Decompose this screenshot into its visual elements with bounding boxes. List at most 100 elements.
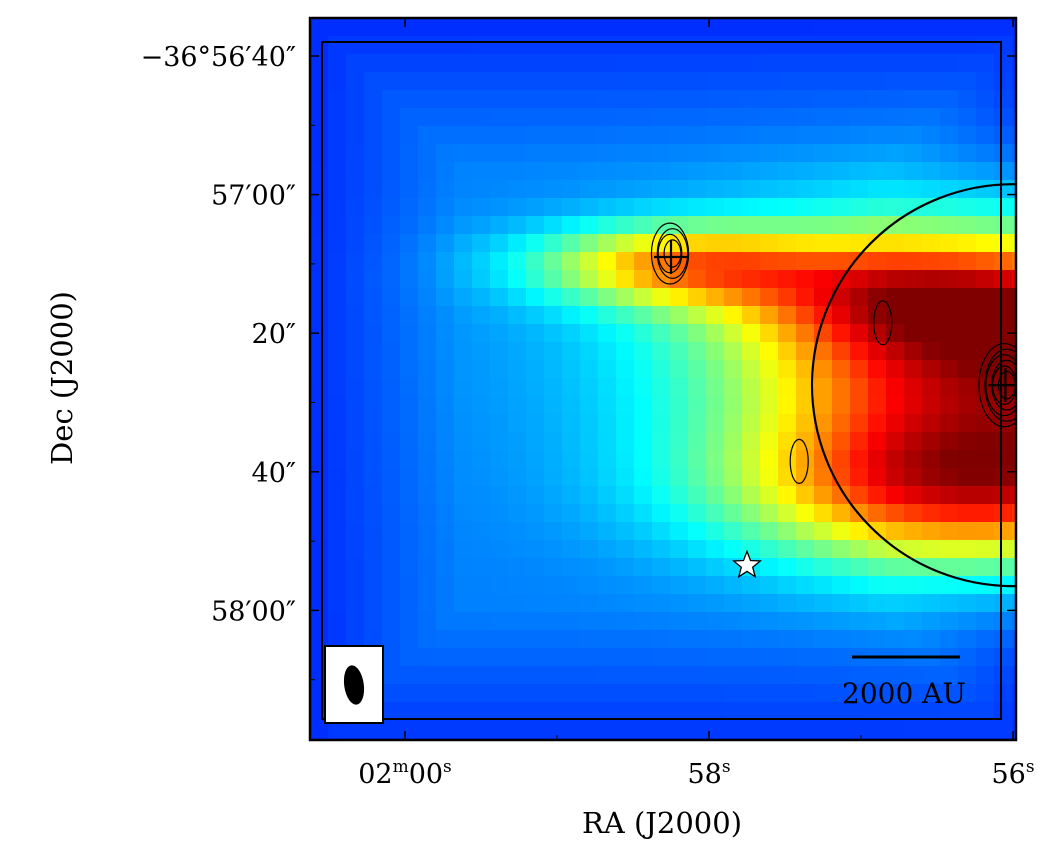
heatmap-cell [328,486,347,505]
heatmap-cell [634,396,653,415]
heatmap-cell [868,576,887,595]
heatmap-cell [580,180,599,199]
heatmap-cell [706,162,725,181]
heatmap-cell [580,432,599,451]
heatmap-cell [310,612,329,631]
heatmap-cell [580,306,599,325]
heatmap-cell [922,306,941,325]
heatmap-cell [760,450,779,469]
heatmap-cell [760,630,779,649]
heatmap-cell [706,450,725,469]
heatmap-cell [706,72,725,91]
heatmap-cell [850,198,869,217]
heatmap-cell [544,144,563,163]
heatmap-cell [940,252,959,271]
heatmap-cell [724,18,743,37]
heatmap-cell [328,396,347,415]
heatmap-cell [670,414,689,433]
heatmap-cell [778,306,797,325]
heatmap-cell [688,342,707,361]
heatmap-cell [490,720,509,739]
heatmap-cell [868,558,887,577]
heatmap-cell [724,576,743,595]
heatmap-cell [472,342,491,361]
heatmap-cell [904,540,923,559]
heatmap-cell [904,486,923,505]
heatmap-cell [778,540,797,559]
heatmap-cell [922,414,941,433]
heatmap-cell [526,414,545,433]
heatmap-cell [328,576,347,595]
heatmap-cell [814,630,833,649]
heatmap-cell [400,126,419,145]
heatmap-cell [418,126,437,145]
heatmap-cell [760,252,779,271]
heatmap-cell [508,18,527,37]
heatmap-cell [724,216,743,235]
heatmap-cell [418,432,437,451]
heatmap-cell [958,666,977,685]
heatmap-cell [742,108,761,127]
heatmap-cell [652,36,671,55]
heatmap-cell [508,684,527,703]
heatmap-cell [364,720,383,739]
heatmap-cell [1012,432,1016,451]
heatmap-cell [454,198,473,217]
heatmap-cell [472,162,491,181]
heatmap-cell [832,18,851,37]
heatmap-cell [832,72,851,91]
heatmap-cell [760,522,779,541]
heatmap-cell [760,288,779,307]
heatmap-cell [310,72,329,91]
heatmap-cell [1012,648,1016,667]
heatmap-cell [904,468,923,487]
heatmap-cell [472,144,491,163]
heatmap-cell [346,234,365,253]
heatmap-cell [544,576,563,595]
heatmap-cell [526,252,545,271]
heatmap-cell [994,648,1013,667]
heatmap-cell [634,342,653,361]
heatmap-cell [436,252,455,271]
heatmap-cell [382,162,401,181]
heatmap-cell [886,414,905,433]
heatmap-cell [598,324,617,343]
heatmap-cell [634,360,653,379]
heatmap-cell [616,90,635,109]
heatmap-cell [598,612,617,631]
heatmap-cell [328,450,347,469]
heatmap-cell [706,18,725,37]
heatmap-cell [706,36,725,55]
heatmap-cell [490,576,509,595]
heatmap-cell [526,450,545,469]
heatmap-cell [544,396,563,415]
heatmap-cell [544,612,563,631]
heatmap-cell [688,18,707,37]
heatmap-cell [328,594,347,613]
heatmap-cell [688,558,707,577]
heatmap-cell [490,594,509,613]
heatmap-cell [490,18,509,37]
heatmap-cell [580,216,599,235]
heatmap-cell [508,144,527,163]
y-tick-label: 57′00″ [211,181,296,212]
heatmap-cell [652,234,671,253]
heatmap-cell [328,432,347,451]
heatmap-cell [958,468,977,487]
heatmap-cell [868,414,887,433]
heatmap-cell [958,594,977,613]
heatmap-cell [994,18,1013,37]
heatmap-cell [598,144,617,163]
heatmap-cell [742,162,761,181]
heatmap-cell [742,684,761,703]
heatmap-cell [562,648,581,667]
heatmap-cell [508,558,527,577]
heatmap-cell [760,306,779,325]
heatmap-cell [814,90,833,109]
heatmap-cell [616,342,635,361]
heatmap-cell [976,72,995,91]
heatmap-cell [616,18,635,37]
heatmap-cell [850,666,869,685]
heatmap-cell [328,612,347,631]
heatmap-cell [886,432,905,451]
